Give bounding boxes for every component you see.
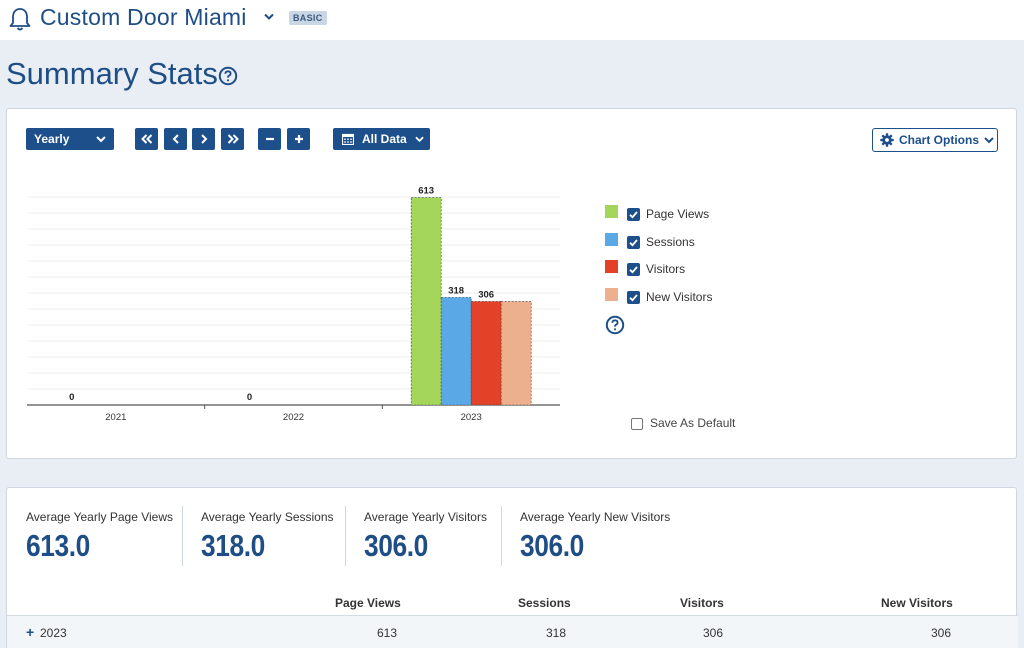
minus-icon [265,137,274,141]
stat-divider [501,506,502,566]
chevron-down-icon [414,136,424,142]
stat-label: Average Yearly New Visitors [520,510,671,524]
next-period-button[interactable] [192,128,215,150]
chevron-left-icon [172,134,179,144]
site-title[interactable]: Custom Door Miami [40,4,247,30]
data-label: 0 [69,392,74,403]
stat-new-visitors: Average Yearly New Visitors 306.0 [520,510,670,570]
first-period-button[interactable] [135,128,158,150]
column-header-new-visitors[interactable]: New Visitors [881,596,953,610]
stat-value: 306.0 [520,528,584,563]
chevron-down-icon [96,135,106,142]
save-as-default-checkbox[interactable] [631,418,643,430]
expand-plus-icon[interactable]: + [26,624,35,640]
legend-label: New Visitors [646,289,713,304]
last-period-button[interactable] [221,128,244,150]
legend-item[interactable]: Visitors [605,260,745,278]
period-label: Yearly [34,132,70,146]
data-label: 318 [448,285,464,296]
bell-icon[interactable] [8,6,32,32]
legend-item[interactable]: Page Views [605,205,745,223]
stat-page-views: Average Yearly Page Views 613.0 [26,510,173,570]
zoom-out-button[interactable] [258,128,281,150]
bar-new-visitors [500,301,532,406]
checkmark-icon [629,293,638,302]
stat-divider [182,506,183,566]
stat-sessions: Average Yearly Sessions 318.0 [201,510,334,570]
checkmark-icon [629,238,638,247]
double-chevron-left-icon [140,134,152,144]
cell-sessions: 318 [545,626,566,640]
legend-checkbox[interactable] [627,263,640,276]
legend-label: Page Views [646,207,710,221]
summary-card: Average Yearly Page Views 613.0 Average … [6,487,1018,648]
double-chevron-right-icon [227,134,239,144]
stat-label: Average Yearly Visitors [364,510,487,524]
checkmark-icon [629,266,638,274]
legend-checkbox[interactable] [627,208,640,221]
legend-item[interactable]: New Visitors [605,287,745,306]
stat-value: 613.0 [26,528,90,563]
x-tick-label: 2021 [105,412,126,423]
bar-sessions [440,297,472,406]
zoom-in-button[interactable] [287,128,310,150]
stat-value: 318.0 [201,528,265,563]
checkmark-icon [629,211,638,219]
date-range-select[interactable]: All Data [333,128,430,150]
chevron-right-icon [200,134,207,144]
bar-chart: 2021 0 2022 0 2023 613 318 306 [27,186,560,423]
stat-label: Average Yearly Sessions [201,510,334,524]
legend-swatch [605,232,618,246]
legend-checkbox[interactable] [627,235,640,249]
table-row[interactable]: + 2023 613 318 306 306 [7,616,1018,648]
stat-value: 306.0 [364,528,428,563]
stat-visitors: Average Yearly Visitors 306.0 [364,510,487,570]
calendar-icon [342,133,354,145]
legend-swatch [605,205,618,218]
stat-divider [345,506,346,566]
chart-card: Yearly All Data [6,108,1017,459]
cell-page-views: 613 [376,626,397,640]
stat-label: Average Yearly Page Views [26,510,173,524]
legend-swatch [605,287,618,301]
bar-page-views [410,197,442,406]
save-as-default-label: Save As Default [650,416,736,430]
top-bar: Custom Door Miami BASIC [0,0,1024,40]
data-label: 613 [418,186,434,197]
period-select[interactable]: Yearly [26,128,114,150]
column-header-visitors[interactable]: Visitors [680,596,724,610]
row-label: 2023 [40,626,67,640]
bar-visitors [470,301,502,406]
legend-swatch [605,260,618,273]
chevron-down-icon[interactable] [264,13,274,21]
chart-options-button[interactable]: Chart Options [872,128,998,152]
cell-new-visitors: 306 [930,626,951,640]
table-divider [7,615,1018,616]
legend-label: Sessions [646,234,695,249]
plus-icon [294,135,303,143]
column-header-page-views[interactable]: Page Views [335,596,401,610]
legend-label: Visitors [646,262,686,276]
legend-item[interactable]: Sessions [605,232,745,251]
legend-checkbox[interactable] [627,290,640,304]
column-header-sessions[interactable]: Sessions [518,596,571,610]
chevron-down-icon [984,136,994,143]
previous-period-button[interactable] [164,128,187,150]
help-icon[interactable] [605,315,625,335]
data-label: 306 [478,289,494,300]
x-tick-label: 2023 [461,412,482,423]
page-title: Summary Stats [6,56,218,91]
data-label: 0 [247,392,252,403]
date-range-label: All Data [362,132,407,146]
gear-icon [880,133,894,147]
help-icon[interactable] [218,66,238,86]
cell-visitors: 306 [702,626,723,640]
chart-options-label: Chart Options [899,133,979,147]
plan-badge: BASIC [289,11,327,25]
x-tick-label: 2022 [283,412,304,423]
